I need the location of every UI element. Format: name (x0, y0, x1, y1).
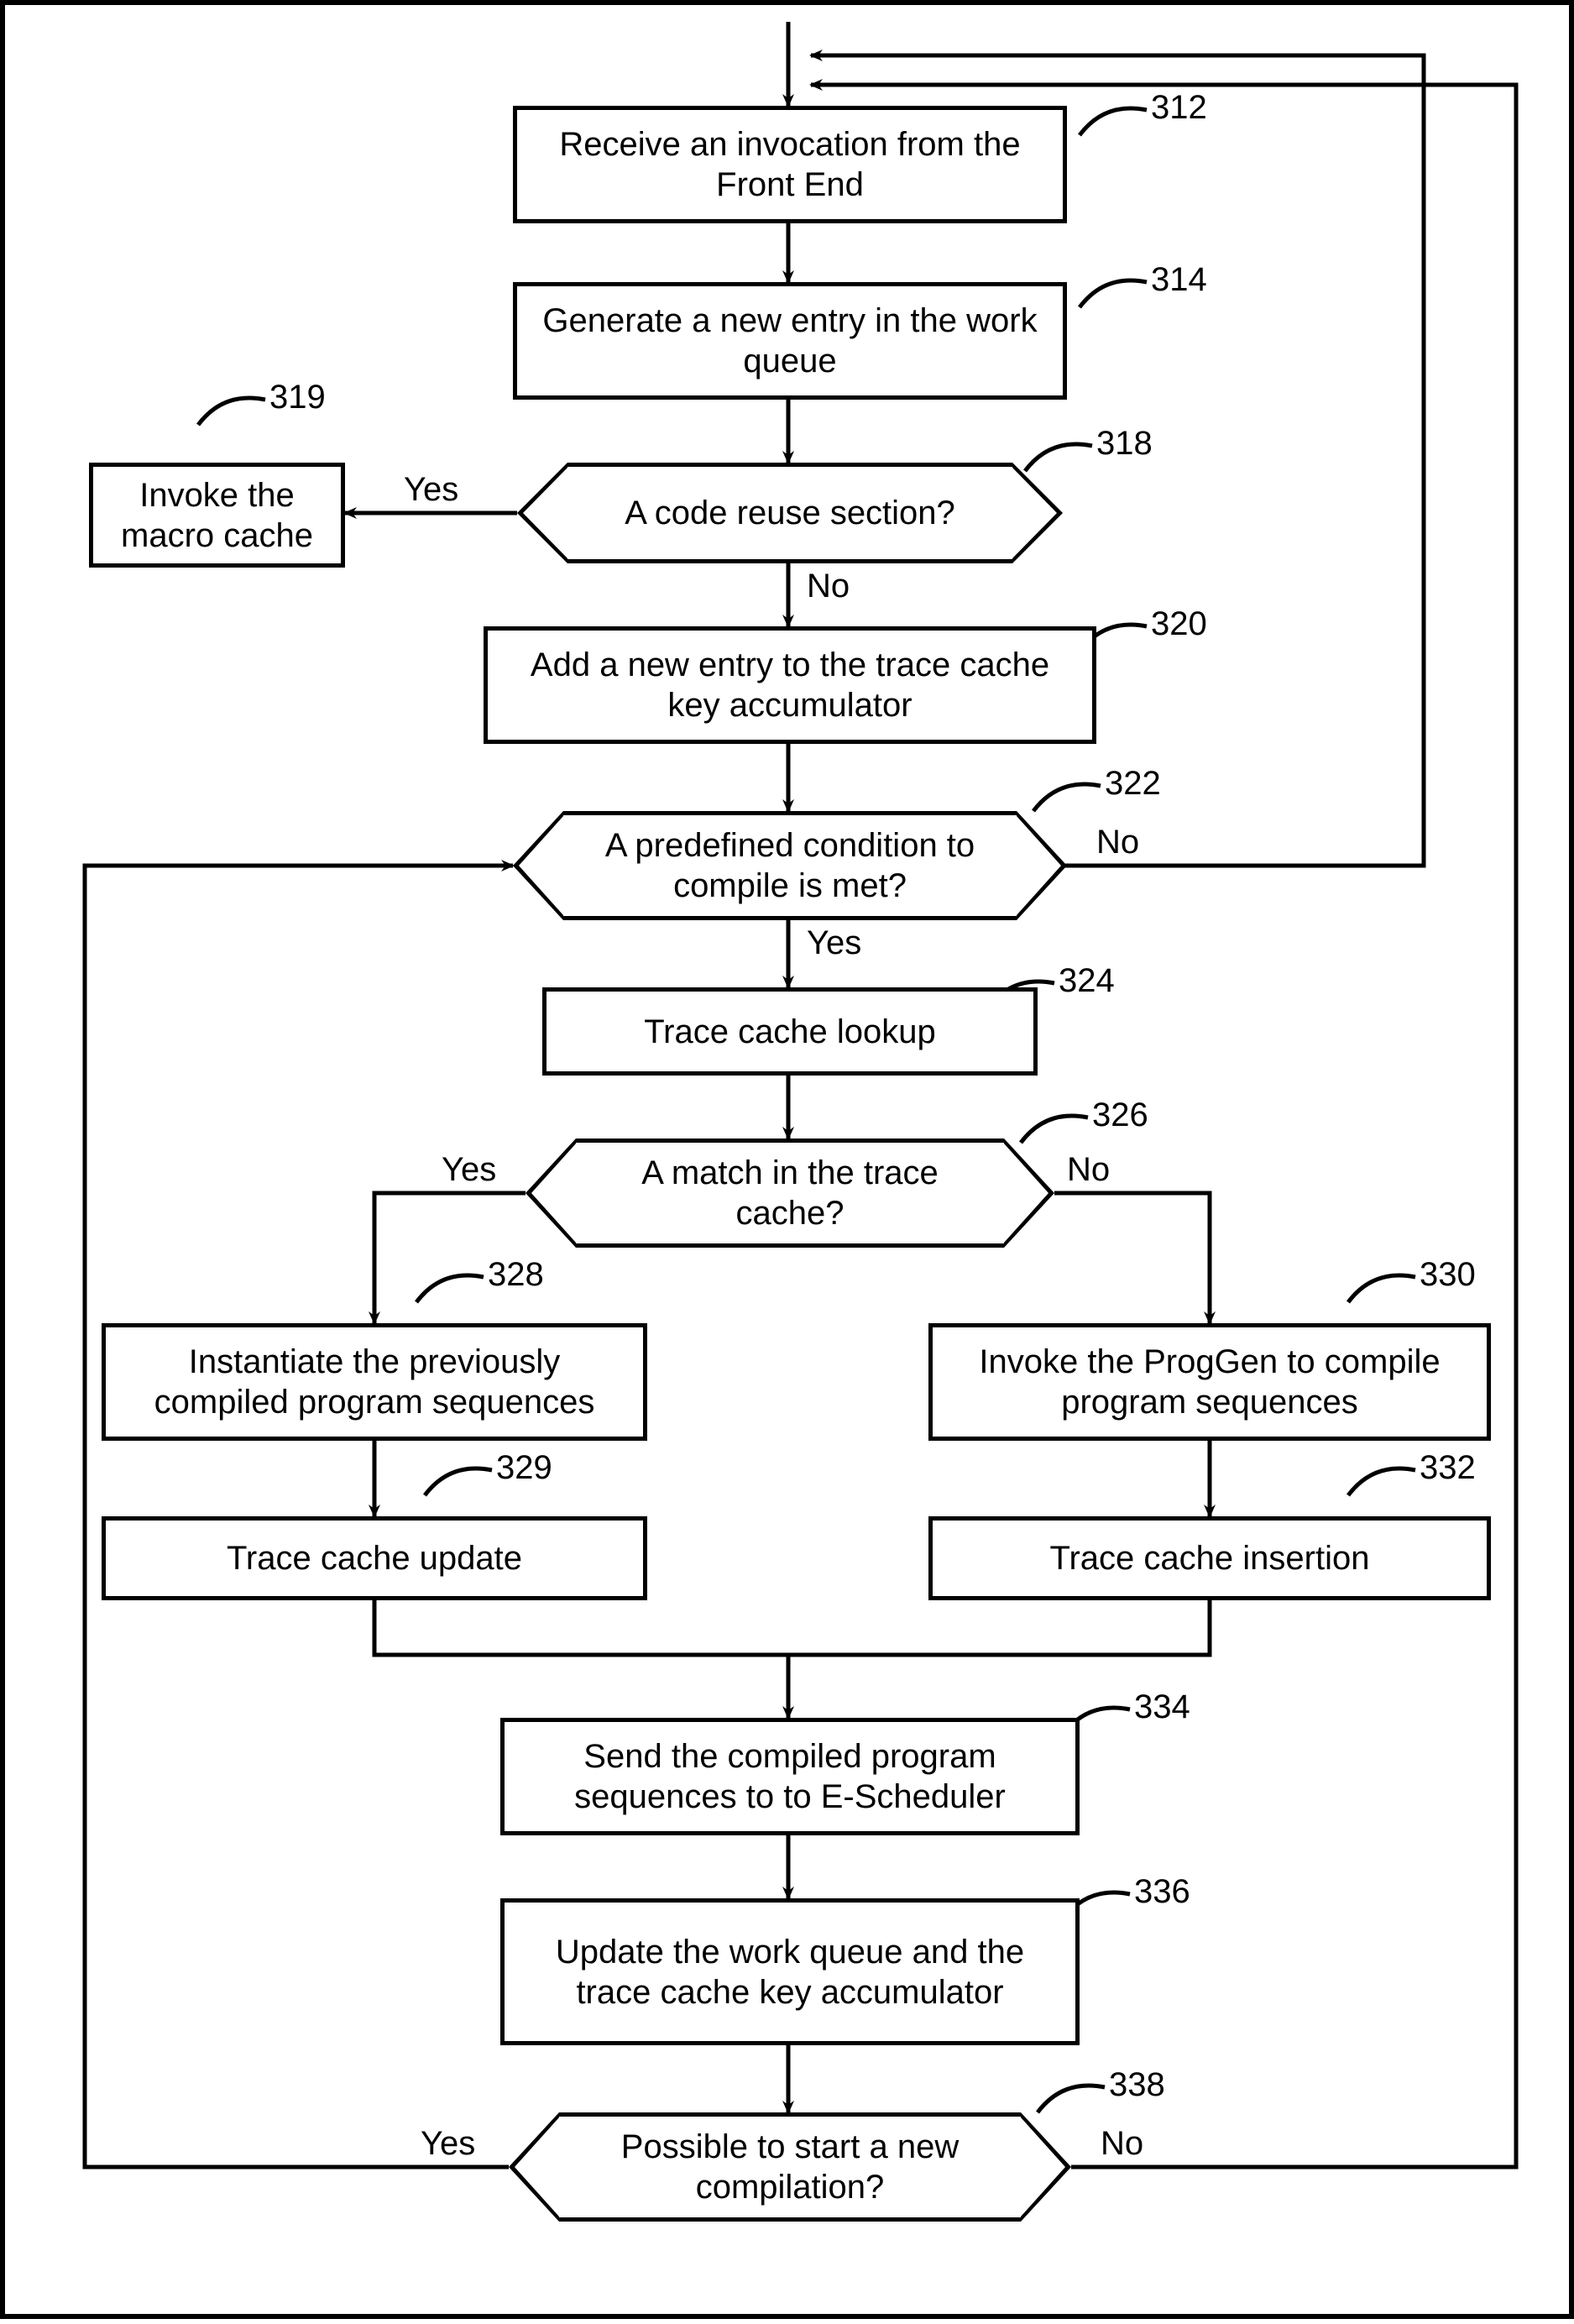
node-label: Invoke the macro cache (108, 475, 326, 556)
node-label: A code reuse section? (625, 493, 955, 533)
node-invoke-proggen: Invoke the ProgGen to compile program se… (928, 1323, 1491, 1441)
node-label: Trace cache insertion (1050, 1538, 1370, 1578)
node-label: Invoke the ProgGen to compile program se… (948, 1342, 1472, 1422)
edge-label-yes: Yes (421, 2125, 475, 2163)
edge-label-no: No (807, 568, 850, 605)
edge-label-yes: Yes (442, 1151, 496, 1189)
node-add-trace-key: Add a new entry to the trace cache key a… (484, 626, 1096, 744)
node-compile-condition-decision: A predefined condition to compile is met… (563, 811, 1017, 920)
node-trace-cache-lookup: Trace cache lookup (542, 987, 1038, 1076)
node-label: Add a new entry to the trace cache key a… (503, 645, 1077, 725)
ref-312: 312 (1151, 89, 1207, 127)
ref-338: 338 (1109, 2066, 1165, 2104)
node-label: Trace cache update (227, 1538, 522, 1578)
node-label: A predefined condition to compile is met… (580, 825, 1000, 906)
edge-label-yes: Yes (807, 924, 861, 962)
ref-334: 334 (1134, 1688, 1190, 1726)
edge-label-no: No (1096, 824, 1139, 861)
edge-label-no: No (1101, 2125, 1143, 2163)
edge-label-no: No (1067, 1151, 1110, 1189)
ref-318: 318 (1096, 425, 1153, 463)
node-update-queue: Update the work queue and the trace cach… (500, 1898, 1080, 2045)
ref-319: 319 (269, 379, 326, 416)
node-label: Possible to start a new compilation? (576, 2127, 1004, 2207)
node-trace-cache-insertion: Trace cache insertion (928, 1516, 1491, 1600)
ref-332: 332 (1420, 1449, 1476, 1487)
node-trace-cache-update: Trace cache update (102, 1516, 647, 1600)
node-trace-match-decision: A match in the trace cache? (576, 1138, 1004, 1248)
node-generate-entry: Generate a new entry in the work queue (513, 282, 1067, 400)
ref-320: 320 (1151, 605, 1207, 643)
ref-326: 326 (1092, 1097, 1148, 1134)
ref-322: 322 (1105, 765, 1161, 803)
flowchart-canvas: Receive an invocation from the Front End… (0, 0, 1574, 2319)
ref-336: 336 (1134, 1873, 1190, 1911)
node-invoke-macro-cache: Invoke the macro cache (89, 463, 345, 568)
node-receive-invocation: Receive an invocation from the Front End (513, 106, 1067, 223)
node-new-compilation-decision: Possible to start a new compilation? (559, 2112, 1021, 2222)
ref-324: 324 (1059, 962, 1115, 1000)
ref-329: 329 (496, 1449, 552, 1487)
node-label: Generate a new entry in the work queue (532, 301, 1048, 381)
edge-label-yes: Yes (404, 471, 458, 509)
node-label: Trace cache lookup (644, 1012, 936, 1052)
ref-314: 314 (1151, 261, 1207, 299)
node-send-to-escheduler: Send the compiled program sequences to t… (500, 1718, 1080, 1835)
node-label: A match in the trace cache? (593, 1153, 987, 1233)
node-label: Update the work queue and the trace cach… (520, 1932, 1060, 2013)
node-code-reuse-decision: A code reuse section? (567, 463, 1012, 563)
node-label: Instantiate the previously compiled prog… (121, 1342, 628, 1422)
ref-328: 328 (488, 1256, 544, 1294)
node-label: Receive an invocation from the Front End (532, 124, 1048, 205)
node-instantiate-prev: Instantiate the previously compiled prog… (102, 1323, 647, 1441)
node-label: Send the compiled program sequences to t… (520, 1736, 1060, 1817)
ref-330: 330 (1420, 1256, 1476, 1294)
